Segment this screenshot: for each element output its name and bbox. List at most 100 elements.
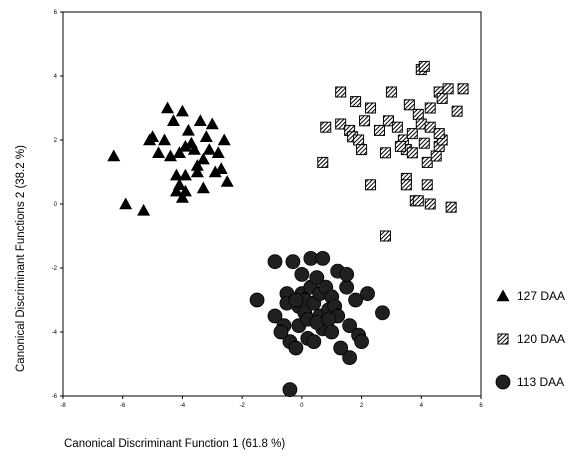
legend-marker-square bbox=[497, 333, 509, 345]
point-triangle bbox=[196, 181, 210, 194]
point-square bbox=[356, 144, 368, 156]
legend-label: 127 DAA bbox=[517, 289, 565, 303]
point-triangle bbox=[217, 133, 231, 146]
point-circle bbox=[342, 318, 358, 334]
x-tick-label: -6 bbox=[120, 403, 126, 409]
point-square bbox=[412, 195, 424, 207]
y-tick-label: -2 bbox=[52, 266, 58, 272]
point-triangle bbox=[169, 168, 183, 181]
point-square bbox=[350, 96, 362, 108]
point-triangle bbox=[169, 184, 183, 197]
y-tick-label: -4 bbox=[52, 330, 58, 336]
point-square bbox=[400, 179, 412, 191]
point-square bbox=[379, 147, 391, 159]
point-square bbox=[424, 121, 436, 133]
point-square bbox=[353, 134, 365, 146]
point-square bbox=[394, 140, 406, 152]
point-square bbox=[382, 115, 394, 127]
point-circle bbox=[294, 266, 310, 282]
point-triangle bbox=[187, 143, 201, 155]
point-circle bbox=[315, 250, 331, 266]
y-axis-title: Canonical Discriminant Functions 2 (38.2… bbox=[15, 145, 27, 372]
point-triangle bbox=[172, 146, 186, 158]
point-triangle bbox=[190, 159, 204, 171]
point-square bbox=[418, 60, 430, 72]
point-triangle bbox=[163, 149, 177, 162]
point-circle bbox=[348, 292, 364, 308]
point-circle bbox=[267, 308, 283, 324]
point-triangle bbox=[214, 162, 228, 174]
point-circle bbox=[288, 340, 304, 356]
x-tick-label: 4 bbox=[420, 403, 424, 409]
y-axis-ticks: -6 -4 -2 0 2 4 6 bbox=[52, 10, 63, 400]
point-triangle bbox=[107, 149, 121, 162]
point-square bbox=[403, 99, 415, 111]
point-square bbox=[430, 150, 442, 162]
point-circle bbox=[309, 270, 325, 286]
point-square bbox=[445, 201, 457, 213]
point-square bbox=[436, 92, 448, 104]
data-points bbox=[107, 60, 469, 398]
point-square bbox=[335, 86, 347, 98]
point-square bbox=[335, 118, 347, 130]
legend: 127 DAA 120 DAA 113 DAA bbox=[495, 289, 565, 390]
y-tick-label: 6 bbox=[54, 10, 58, 16]
point-circle bbox=[354, 334, 369, 350]
x-tick-label: -4 bbox=[180, 403, 186, 409]
point-triangle bbox=[202, 143, 216, 155]
legend-label: 113 DAA bbox=[517, 375, 564, 389]
point-circle bbox=[285, 254, 301, 270]
legend-marker-circle bbox=[495, 374, 511, 390]
point-square bbox=[406, 128, 418, 140]
x-tick-label: -2 bbox=[239, 403, 245, 409]
point-square bbox=[412, 108, 424, 120]
point-circle bbox=[360, 286, 375, 302]
point-triangle bbox=[211, 146, 225, 158]
point-triangle bbox=[146, 130, 160, 142]
point-circle bbox=[342, 350, 358, 366]
x-axis-title: Canonical Discriminant Function 1 (61.8 … bbox=[64, 438, 285, 450]
point-square bbox=[359, 115, 371, 127]
point-triangle bbox=[190, 165, 204, 178]
point-triangle bbox=[205, 117, 219, 130]
point-square bbox=[421, 156, 433, 168]
point-triangle bbox=[161, 101, 174, 114]
point-triangle bbox=[178, 168, 192, 181]
point-circle bbox=[321, 311, 337, 327]
point-circle bbox=[306, 334, 322, 350]
point-square bbox=[365, 102, 377, 114]
y-tick-label: 4 bbox=[54, 74, 58, 80]
point-square bbox=[406, 147, 418, 159]
point-circle bbox=[267, 254, 283, 270]
point-circle bbox=[282, 382, 298, 398]
point-triangle bbox=[178, 184, 192, 197]
point-triangle bbox=[178, 139, 192, 152]
point-circle bbox=[333, 340, 349, 356]
point-square bbox=[317, 156, 329, 168]
point-square bbox=[457, 83, 469, 95]
x-tick-label: -8 bbox=[60, 403, 66, 409]
point-square bbox=[421, 179, 433, 191]
point-circle bbox=[339, 279, 355, 295]
point-square bbox=[385, 86, 397, 98]
point-square bbox=[424, 102, 436, 114]
point-triangle bbox=[199, 130, 213, 142]
y-tick-label: -6 bbox=[52, 394, 58, 400]
point-circle bbox=[273, 324, 289, 340]
point-square bbox=[433, 128, 445, 140]
point-square bbox=[424, 198, 436, 210]
y-tick-label: 0 bbox=[54, 202, 58, 208]
point-triangle bbox=[158, 133, 172, 146]
point-square bbox=[418, 137, 430, 149]
point-circle bbox=[375, 305, 390, 321]
y-tick-label: 2 bbox=[54, 138, 58, 144]
point-circle bbox=[339, 266, 355, 282]
x-tick-label: 6 bbox=[479, 403, 483, 409]
point-triangle bbox=[193, 114, 207, 126]
point-triangle bbox=[220, 175, 234, 187]
point-circle bbox=[249, 292, 265, 308]
point-square bbox=[365, 179, 377, 191]
legend-label: 120 DAA bbox=[517, 332, 565, 346]
point-triangle bbox=[208, 165, 222, 178]
